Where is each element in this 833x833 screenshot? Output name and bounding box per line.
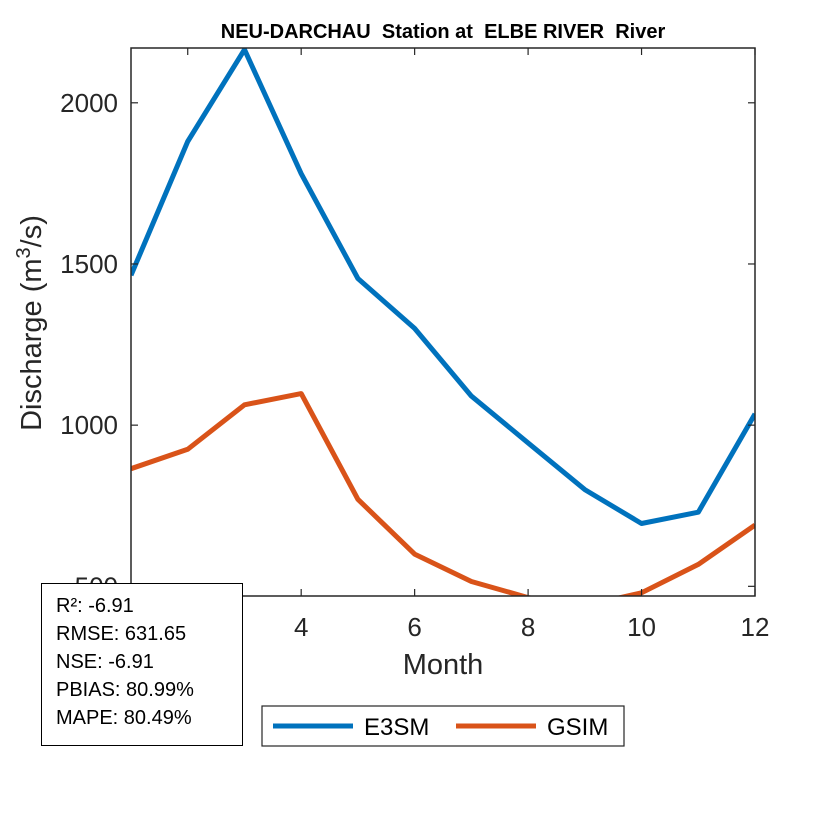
stat-mape: MAPE: 80.49% <box>56 707 192 729</box>
y-axis-label: Discharge (m3/s) <box>13 215 48 431</box>
stat-nse: NSE: -6.91 <box>56 651 154 673</box>
x-tick-label: 8 <box>521 612 535 642</box>
plot-frame <box>130 47 756 597</box>
stat-rmse: RMSE: 631.65 <box>56 623 187 645</box>
x-tick-label: 6 <box>407 612 421 642</box>
stats-box: R²: -6.91 RMSE: 631.65 NSE: -6.91 PBIAS:… <box>41 583 243 746</box>
legend-label-e3sm: E3SM <box>364 714 429 741</box>
y-tick-label: 2000 <box>60 88 118 118</box>
y-tick-label: 1000 <box>60 410 118 440</box>
x-axis-label: Month <box>403 649 484 681</box>
y-tick-label: 1500 <box>60 249 118 279</box>
series-line-gsim <box>131 391 755 596</box>
y-axis-label-main: Discharge (m <box>16 258 48 430</box>
y-axis-label-sup: 3 <box>13 247 35 258</box>
stat-r2: R²: -6.91 <box>56 595 134 617</box>
x-tick-label: 10 <box>627 612 656 642</box>
x-tick-label: 4 <box>294 612 308 642</box>
legend-label-gsim: GSIM <box>547 714 608 741</box>
stat-pbias: PBIAS: 80.99% <box>56 679 194 701</box>
chart-title: NEU-DARCHAU Station at ELBE RIVER River <box>221 21 666 43</box>
x-tick-label: 12 <box>741 612 770 642</box>
plot-area <box>131 48 755 596</box>
y-axis-label-tail: /s) <box>16 215 48 247</box>
series-line-e3sm <box>131 48 755 526</box>
legend: E3SM GSIM <box>261 705 625 747</box>
